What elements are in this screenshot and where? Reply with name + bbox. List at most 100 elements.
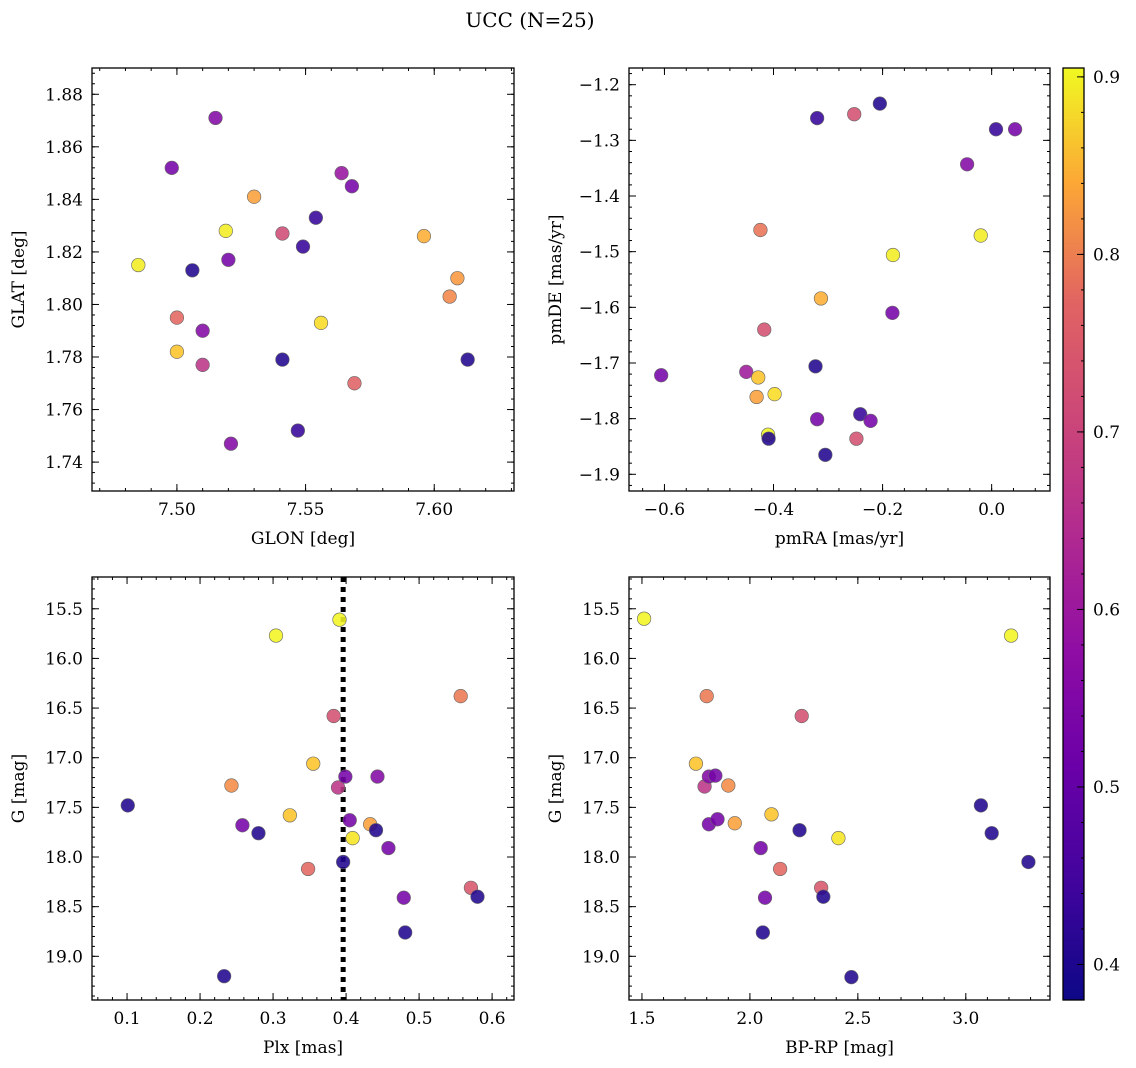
data-point bbox=[1004, 628, 1019, 643]
y-tick-label: 17.0 bbox=[582, 749, 620, 769]
data-point bbox=[290, 423, 305, 438]
panel-4: 1.5 2.0 2.5 3.0 15.5 16.0 16.5 17.0 17.5 18.0 18.5… bbox=[546, 576, 1051, 1058]
y-tick-label: 1.82 bbox=[45, 243, 83, 263]
plot-frame bbox=[628, 67, 1051, 492]
colorbar-gradient bbox=[1063, 68, 1084, 1000]
data-point bbox=[344, 179, 359, 194]
data-point bbox=[301, 861, 316, 877]
y-tick-label: 1.84 bbox=[45, 190, 83, 210]
y-tick-label: 15.5 bbox=[45, 600, 83, 620]
data-point bbox=[721, 778, 736, 793]
data-point bbox=[810, 110, 825, 126]
data-point bbox=[844, 970, 859, 985]
figure-title: UCC (N=25) bbox=[465, 8, 594, 32]
y-tick-label: 1.76 bbox=[45, 401, 83, 421]
data-point bbox=[334, 165, 349, 181]
y-axis-label: GLAT [deg] bbox=[9, 230, 29, 328]
data-point bbox=[208, 110, 223, 126]
panel-1: 7.50 7.55 7.60 1.74 1.76 1.78 1.80 1.82 1.84 1.86… bbox=[9, 67, 515, 549]
y-tick-label: 19.0 bbox=[45, 947, 83, 967]
y-tick-label: 18.0 bbox=[582, 848, 620, 868]
data-point bbox=[169, 310, 185, 325]
data-point bbox=[247, 189, 262, 204]
y-tick-label: −1.5 bbox=[579, 243, 620, 263]
data-point bbox=[973, 228, 988, 243]
colorbar-frame bbox=[1062, 67, 1085, 1001]
y-axis-label: pmDE [mas/yr] bbox=[546, 214, 566, 344]
x-axis-label: BP-RP [mag] bbox=[785, 1038, 894, 1058]
colorbar-tick-label: 0.7 bbox=[1093, 423, 1120, 443]
data-point bbox=[308, 210, 323, 225]
y-tick-label: 18.5 bbox=[45, 898, 83, 918]
data-point bbox=[794, 708, 809, 724]
y-tick-label: 1.74 bbox=[45, 453, 83, 473]
y-tick-label: 17.0 bbox=[45, 749, 83, 769]
y-tick-label: 16.5 bbox=[582, 699, 620, 719]
colorbar-tick-label: 0.9 bbox=[1093, 68, 1120, 88]
x-tick-label: 1.5 bbox=[628, 1009, 655, 1029]
data-point bbox=[336, 854, 351, 870]
data-point bbox=[863, 413, 878, 428]
y-tick-label: 1.78 bbox=[45, 348, 83, 368]
data-point bbox=[699, 689, 714, 704]
data-point bbox=[818, 447, 833, 462]
data-point bbox=[1007, 122, 1023, 137]
data-point bbox=[224, 778, 239, 793]
data-point bbox=[268, 628, 284, 643]
data-point bbox=[751, 370, 766, 385]
x-tick-label: −0.4 bbox=[753, 500, 794, 520]
y-tick-label: 17.5 bbox=[582, 798, 620, 818]
data-point bbox=[847, 107, 862, 122]
x-tick-label: 2.0 bbox=[736, 1009, 763, 1029]
data-point bbox=[988, 122, 1004, 137]
data-point bbox=[368, 823, 384, 838]
y-tick-label: 16.0 bbox=[45, 649, 83, 669]
x-tick-label: 3.0 bbox=[952, 1009, 979, 1029]
data-point bbox=[813, 291, 829, 306]
data-point bbox=[849, 431, 864, 446]
data-point bbox=[710, 812, 725, 827]
y-tick-label: 1.86 bbox=[45, 138, 83, 158]
x-axis-label: GLON [deg] bbox=[251, 529, 355, 549]
x-tick-label: −0.6 bbox=[644, 500, 685, 520]
data-point bbox=[654, 368, 669, 383]
y-tick-label: −1.9 bbox=[579, 465, 620, 485]
x-tick-label: 0.4 bbox=[333, 1009, 360, 1029]
data-point bbox=[816, 889, 831, 904]
data-point bbox=[120, 798, 135, 813]
data-point bbox=[810, 412, 825, 427]
data-point bbox=[295, 239, 311, 254]
data-point bbox=[275, 226, 290, 241]
panel-3: 0.1 0.2 0.3 0.4 0.5 0.6 15.5 16.0 16.5 17.0 17.5 18… bbox=[9, 576, 515, 1058]
y-tick-label: −1.3 bbox=[579, 131, 620, 151]
y-tick-label: 17.5 bbox=[45, 798, 83, 818]
data-point bbox=[885, 247, 901, 263]
data-point bbox=[398, 925, 413, 940]
y-tick-label: 18.5 bbox=[582, 898, 620, 918]
x-tick-label: 0.6 bbox=[479, 1009, 506, 1029]
data-point bbox=[984, 826, 999, 841]
data-point bbox=[885, 305, 900, 320]
data-point bbox=[973, 798, 989, 813]
data-point bbox=[275, 352, 290, 367]
data-point bbox=[342, 813, 357, 828]
panel-2: −0.6 −0.4 −0.2 0.0 −1.9 −1.8 −1.7 −1.6 −1.5 −1.4 −… bbox=[546, 67, 1051, 549]
data-point bbox=[442, 289, 457, 304]
data-point bbox=[757, 322, 772, 337]
data-point bbox=[195, 323, 210, 338]
data-point bbox=[773, 861, 788, 877]
data-point bbox=[396, 890, 411, 905]
y-tick-label: −1.2 bbox=[579, 76, 620, 96]
data-point bbox=[872, 96, 887, 111]
data-point bbox=[332, 612, 347, 627]
x-tick-label: 7.55 bbox=[287, 500, 325, 520]
x-tick-label: −0.2 bbox=[862, 500, 903, 520]
data-point bbox=[960, 157, 975, 172]
data-point bbox=[251, 826, 266, 841]
data-point bbox=[223, 436, 239, 451]
data-point bbox=[450, 271, 465, 286]
y-axis-label: G [mag] bbox=[546, 754, 566, 823]
data-point bbox=[688, 756, 704, 771]
data-point bbox=[282, 808, 297, 823]
